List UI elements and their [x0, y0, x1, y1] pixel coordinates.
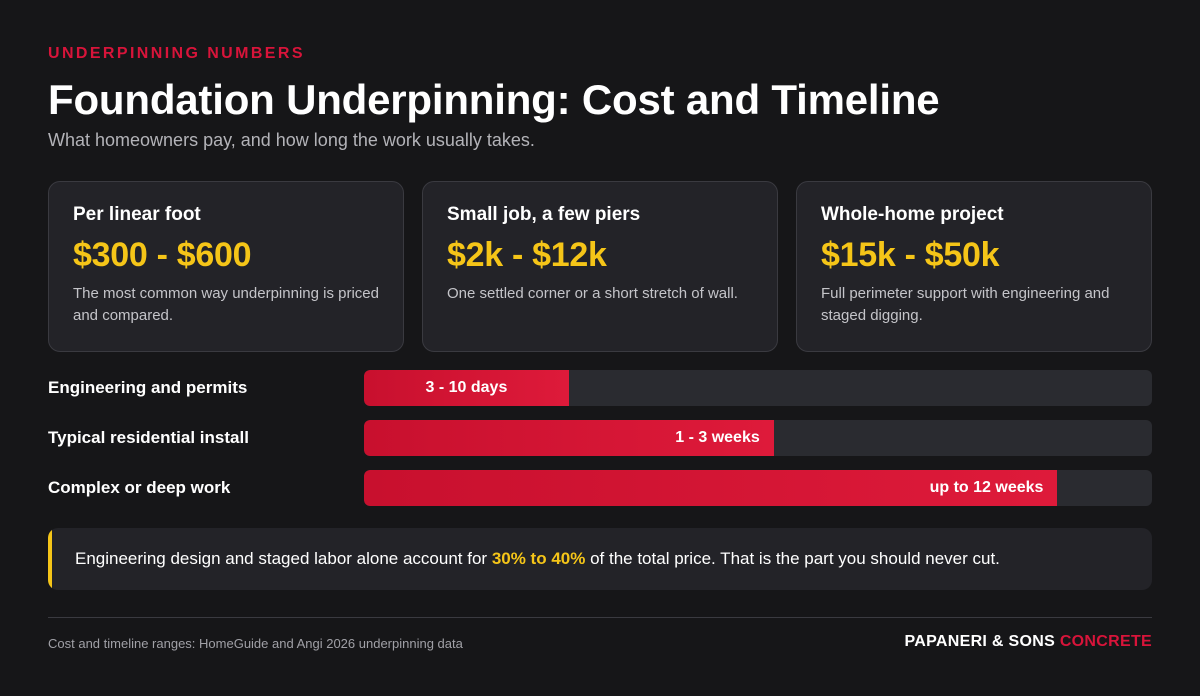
timeline-value: 1 - 3 weeks [675, 429, 760, 446]
infographic: UNDERPINNING NUMBERS Foundation Underpin… [48, 0, 1152, 696]
page-subtitle: What homeowners pay, and how long the wo… [48, 130, 535, 150]
page-title: Foundation Underpinning: Cost and Timeli… [48, 76, 940, 123]
card-value: $300 - $600 [73, 236, 252, 274]
source-note: Cost and timeline ranges: HomeGuide and … [48, 636, 463, 651]
timeline-value: up to 12 weeks [929, 479, 1044, 496]
timeline-label: Typical residential install [48, 428, 249, 447]
timeline-track: 1 - 3 weeks [364, 420, 1152, 456]
timeline-label: Complex or deep work [48, 478, 231, 497]
card-label: Per linear foot [73, 204, 201, 225]
callout-text-after: of the total price. That is the part you… [585, 549, 1000, 568]
callout-text: Engineering design and staged labor alon… [75, 549, 1000, 569]
timeline-fill: up to 12 weeks [364, 470, 1058, 506]
callout-text-before: Engineering design and staged labor alon… [75, 549, 492, 568]
cost-card-whole-home: Whole-home project $15k - $50k Full peri… [796, 181, 1152, 352]
eyebrow-label: UNDERPINNING NUMBERS [48, 45, 305, 62]
timeline-label: Engineering and permits [48, 378, 248, 397]
callout-accent-bar [48, 528, 52, 590]
cost-cards: Per linear foot $300 - $600 The most com… [48, 181, 1152, 352]
footer-divider [48, 617, 1152, 618]
card-description: One settled corner or a short stretch of… [447, 285, 738, 302]
timeline-fill: 1 - 3 weeks [364, 420, 774, 456]
timeline-fill: 3 - 10 days [364, 370, 569, 406]
timeline-track: 3 - 10 days [364, 370, 1152, 406]
timeline-row-install: Typical residential install 1 - 3 weeks [48, 420, 1152, 456]
card-label: Whole-home project [821, 204, 1004, 225]
card-label: Small job, a few piers [447, 204, 641, 225]
brand-accent: CONCRETE [1059, 633, 1152, 650]
timeline-value: 3 - 10 days [425, 379, 508, 396]
callout-highlight: 30% to 40% [491, 549, 586, 568]
card-value: $15k - $50k [821, 236, 1000, 274]
card-value: $2k - $12k [447, 236, 607, 274]
card-description: The most common way underpinning is pric… [73, 285, 379, 324]
timeline-row-engineering: Engineering and permits 3 - 10 days [48, 370, 1152, 406]
card-description: Full perimeter support with engineering … [821, 285, 1110, 324]
timeline-track: up to 12 weeks [364, 470, 1152, 506]
brand-name: PAPANERI & SONS [904, 633, 1060, 650]
cost-card-small-job: Small job, a few piers $2k - $12k One se… [422, 181, 778, 352]
timeline-row-complex: Complex or deep work up to 12 weeks [48, 470, 1152, 506]
cost-card-per-linear-foot: Per linear foot $300 - $600 The most com… [48, 181, 404, 352]
brand-logo: PAPANERI & SONS CONCRETE [904, 633, 1152, 651]
callout-box: Engineering design and staged labor alon… [48, 528, 1152, 590]
